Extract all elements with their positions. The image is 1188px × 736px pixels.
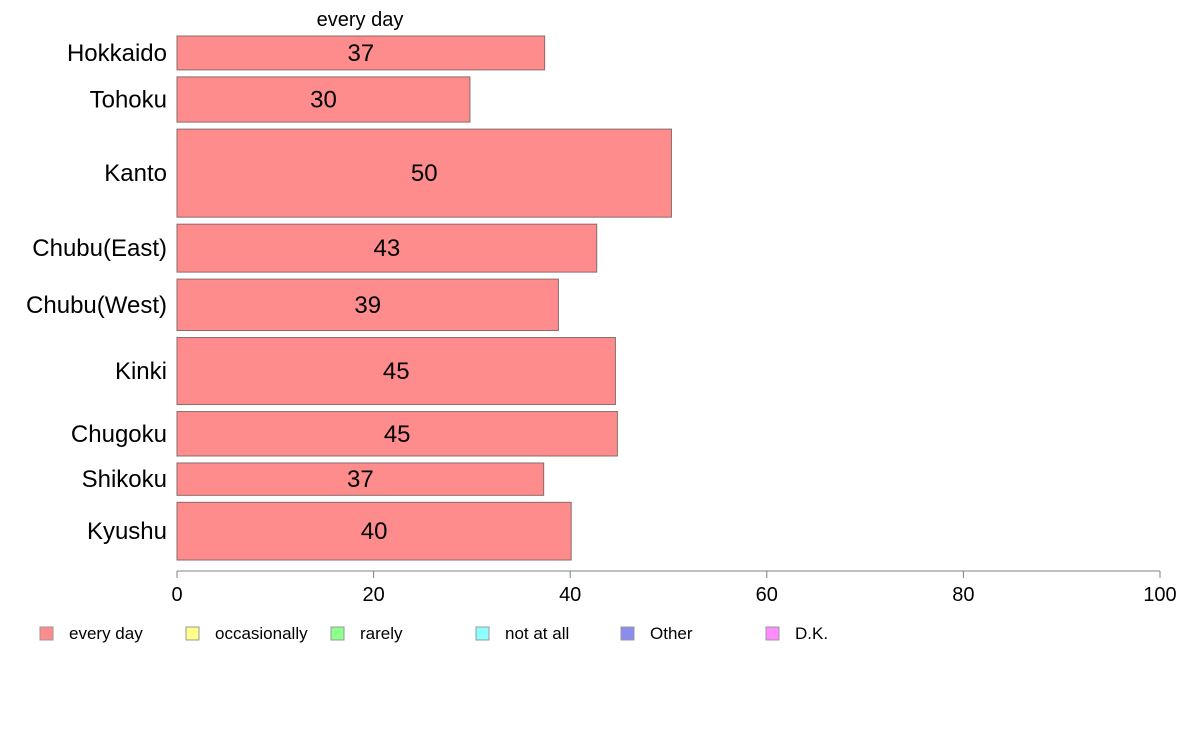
legend-swatch [475, 626, 490, 641]
category-label: Chubu(West) [26, 292, 167, 319]
bar-value-label: 43 [374, 235, 401, 262]
legend-label: Other [650, 624, 693, 643]
legend-swatch [620, 626, 635, 641]
legend-swatch [330, 626, 345, 641]
x-axis: 0 20 40 60 80 100 [171, 570, 1177, 606]
category-label: Hokkaido [67, 40, 167, 67]
legend-swatch [185, 626, 200, 641]
bar-value-label: 40 [361, 518, 388, 545]
bar [176, 76, 471, 123]
bar [176, 462, 545, 496]
x-tick-label: 40 [559, 584, 581, 606]
legend-label: every day [69, 624, 143, 643]
legend-swatch [39, 626, 54, 641]
x-tick-label: 100 [1143, 584, 1176, 606]
bar [176, 223, 598, 273]
bar [176, 278, 559, 332]
bar-value-label: 45 [383, 358, 410, 385]
category-label: Kinki [115, 358, 167, 385]
bar [176, 501, 572, 561]
bar-value-label: 37 [347, 466, 374, 493]
legend-label: D.K. [795, 624, 828, 643]
bar-value-label: 50 [411, 160, 438, 187]
bar [176, 128, 672, 218]
bars-group: Hokkaido 37 Tohoku 30 Kanto 50 Chubu(East) 43 Ch… [26, 35, 672, 561]
x-tick-label: 60 [756, 584, 778, 606]
bar-value-label: 45 [384, 421, 411, 448]
category-label: Chugoku [71, 421, 167, 448]
legend-label: not at all [505, 624, 569, 643]
category-label: Kanto [104, 160, 167, 187]
category-label: Kyushu [87, 518, 167, 545]
bar-value-label: 39 [354, 292, 381, 319]
bar [176, 337, 616, 406]
bar-value-label: 37 [347, 40, 374, 67]
legend: every day occasionally rarely not at all Oth… [39, 624, 828, 643]
category-label: Shikoku [82, 466, 167, 493]
x-tick-label: 80 [952, 584, 974, 606]
bar-value-label: 30 [310, 87, 337, 114]
category-label: Tohoku [90, 87, 167, 114]
x-tick-label: 0 [171, 584, 182, 606]
bar [176, 411, 618, 457]
column-title: every day [317, 9, 404, 31]
bar [176, 35, 546, 71]
legend-label: rarely [360, 624, 403, 643]
category-label: Chubu(East) [32, 235, 167, 262]
legend-swatch [765, 626, 780, 641]
x-tick-label: 20 [362, 584, 384, 606]
legend-label: occasionally [215, 624, 308, 643]
